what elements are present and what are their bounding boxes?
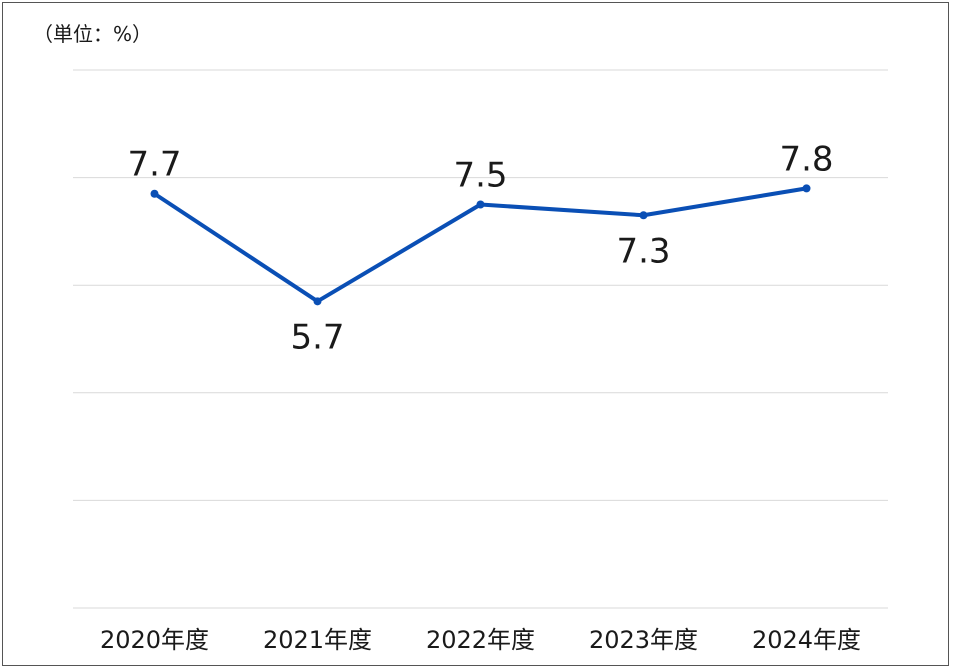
x-tick-label: 2024年度 bbox=[752, 626, 861, 654]
line-chart: （単位：%） 7.7 5.7 7.5 7.3 7.8 2020年度 2021年度 2022年… bbox=[33, 22, 888, 654]
unit-label: （単位：%） bbox=[33, 22, 152, 46]
data-label: 7.8 bbox=[779, 139, 833, 179]
data-point bbox=[313, 297, 322, 306]
x-tick-label: 2023年度 bbox=[589, 626, 698, 654]
x-tick-label: 2020年度 bbox=[100, 626, 209, 654]
gridlines bbox=[73, 69, 888, 609]
data-point bbox=[476, 200, 485, 209]
data-label: 7.5 bbox=[453, 156, 507, 196]
x-tick-label: 2021年度 bbox=[263, 626, 372, 654]
data-label: 7.7 bbox=[127, 145, 181, 185]
data-labels: 7.7 5.7 7.5 7.3 7.8 bbox=[127, 139, 833, 357]
data-point bbox=[802, 184, 811, 193]
x-axis-tick-labels: 2020年度 2021年度 2022年度 2023年度 2024年度 bbox=[100, 626, 861, 654]
data-label: 7.3 bbox=[616, 231, 670, 271]
x-tick-label: 2022年度 bbox=[426, 626, 535, 654]
data-label: 5.7 bbox=[290, 317, 344, 357]
data-points bbox=[150, 184, 811, 306]
data-point bbox=[150, 189, 159, 198]
data-point bbox=[639, 211, 648, 220]
